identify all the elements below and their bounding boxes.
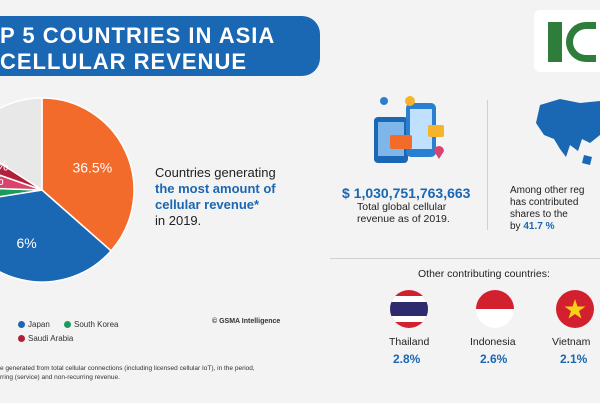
asia-map-icon [536, 99, 600, 165]
title-line1: P 5 COUNTRIES IN ASIA [0, 23, 276, 48]
title-line2: CELLULAR REVENUE [0, 49, 248, 74]
chart-description: Countries generating the most amount of … [155, 165, 305, 229]
country-value: 2.8% [393, 352, 421, 366]
thailand-flag-icon [390, 290, 428, 328]
legend-item-south-korea: South Korea [64, 320, 118, 329]
description-post: in 2019. [155, 213, 202, 228]
horizontal-divider [330, 258, 600, 259]
source-credit: © GSMA Intelligence [212, 318, 281, 325]
description-highlight: the most amount of cellular revenue* [155, 181, 276, 212]
vertical-divider [487, 100, 488, 230]
footnote: e generated from total cellular connecti… [0, 365, 255, 381]
legend-dot [18, 321, 25, 328]
pie-slice [0, 187, 43, 198]
pie-slice [0, 189, 113, 283]
description-pre: Countries generating [155, 165, 276, 180]
legend-dot [18, 335, 25, 342]
other-regions-text: Among other reg has contributed shares t… [510, 185, 585, 232]
total-revenue-value: $ 1,030,751,763,663 [342, 185, 471, 201]
pie-slice [0, 162, 43, 191]
mobile-devices-illustration [374, 96, 444, 163]
country-value: 2.6% [480, 352, 508, 366]
indonesia-flag-icon [476, 290, 514, 328]
pie-slice-label: 36.5% [72, 159, 112, 175]
pie-slice-label: 4.9% [0, 172, 4, 188]
country-value: 2.1% [560, 352, 588, 366]
country-name: Indonesia [470, 336, 516, 348]
brand-logo [534, 10, 600, 72]
other-countries-title: Other contributing countries: [418, 268, 550, 280]
total-revenue-label: Total global cellular revenue as of 2019… [357, 201, 450, 225]
pie-slice-label: 6% [16, 235, 36, 251]
vietnam-flag-icon [556, 290, 594, 328]
legend-item-saudi-arabia: Saudi Arabia [18, 334, 73, 343]
country-name: Thailand [389, 336, 430, 348]
country-name: Vietnam [552, 336, 591, 348]
pie-slice [41, 97, 135, 252]
legend-dot [64, 321, 71, 328]
pie-slice-label: 3.7% [0, 158, 8, 174]
other-regions-pct: 41.7 % [523, 221, 555, 232]
legend-item-japan: Japan [18, 320, 50, 329]
pie-chart: 36.5% 6% 4.9%3.7% [0, 97, 135, 283]
title-banner: P 5 COUNTRIES IN ASIA CELLULAR REVENUE [0, 16, 320, 76]
pie-slice [0, 97, 43, 192]
